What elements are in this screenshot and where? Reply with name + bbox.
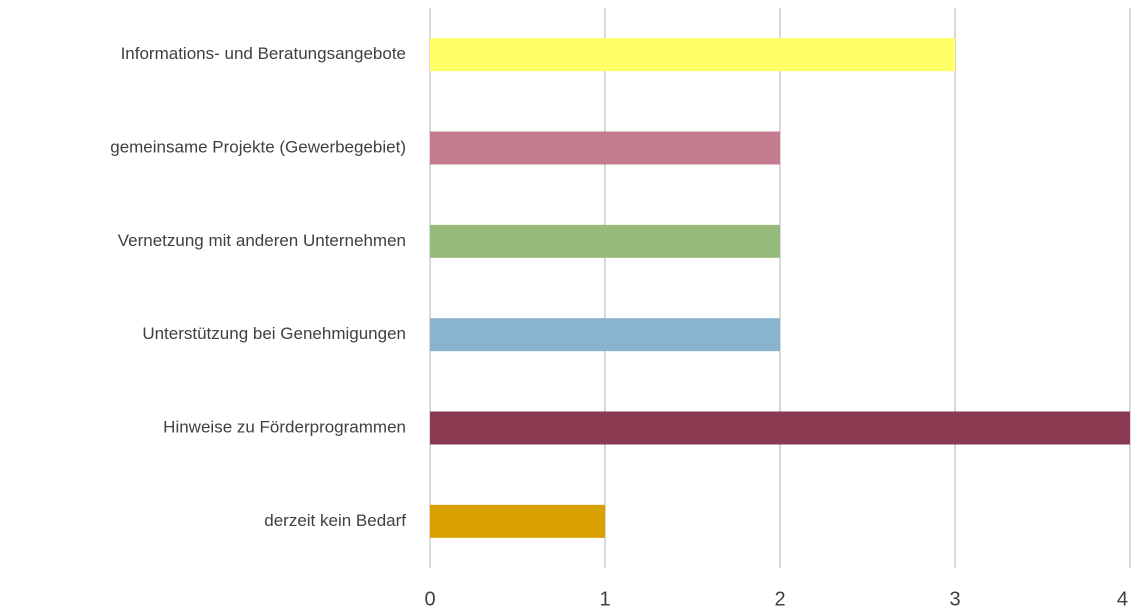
bar — [430, 504, 605, 538]
x-tick-label: 0 — [424, 588, 435, 610]
x-tick-label: 3 — [949, 588, 960, 610]
bar — [430, 224, 780, 258]
y-tick-label: Informations- und Beratungsangebote — [121, 44, 406, 63]
y-tick-label: derzeit kein Bedarf — [264, 511, 406, 530]
bar — [430, 38, 955, 72]
x-tick-label: 4 — [1117, 588, 1128, 610]
bar — [430, 318, 780, 352]
bar — [430, 131, 780, 165]
y-tick-label: Vernetzung mit anderen Unternehmen — [118, 231, 406, 250]
bar — [430, 411, 1130, 445]
y-tick-label: gemeinsame Projekte (Gewerbegebiet) — [110, 137, 406, 156]
x-tick-label: 2 — [774, 588, 785, 610]
y-tick-label: Unterstützung bei Genehmigungen — [142, 324, 406, 343]
y-tick-label: Hinweise zu Förderprogrammen — [163, 417, 406, 436]
x-tick-label: 1 — [599, 588, 610, 610]
